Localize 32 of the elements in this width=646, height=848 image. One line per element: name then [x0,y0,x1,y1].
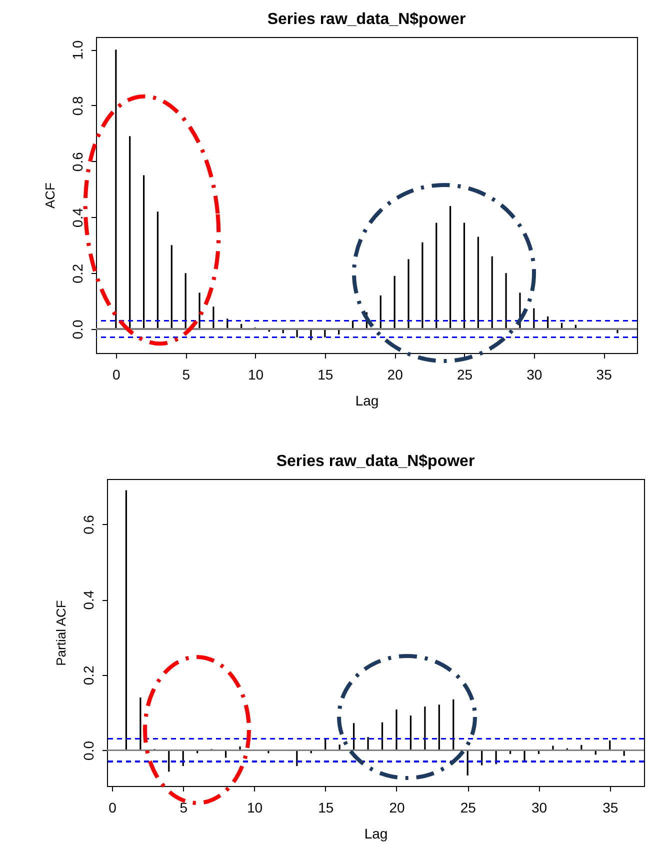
x-tick-label: 5 [182,366,190,382]
y-tick-label: 0.6 [80,514,96,534]
y-tick-label: 0.8 [70,96,86,116]
x-tick-label: 25 [460,800,476,816]
x-tick-label: 10 [248,366,264,382]
chart-title: Series raw_data_N$power [276,453,475,470]
x-axis-title: Lag [355,392,379,408]
x-tick-label: 35 [602,800,618,816]
y-tick-label: 1.0 [70,40,86,60]
x-tick-label: 15 [318,800,334,816]
x-tick-label: 0 [108,800,117,816]
x-tick-label: 15 [318,366,334,382]
x-tick-label: 30 [526,366,542,382]
x-tick-label: 0 [112,366,121,382]
y-tick-label: 0.2 [70,264,86,284]
x-tick-label: 20 [387,366,404,382]
x-tick-label: 20 [389,800,405,816]
y-tick-label: 0.2 [80,665,96,686]
x-tick-label: 35 [596,366,612,382]
x-tick-label: 10 [246,800,263,816]
y-tick-label: 0.6 [70,152,86,172]
x-tick-label: 30 [531,800,548,816]
y-tick-label: 0.4 [70,208,86,228]
y-axis-title: ACF [42,182,58,208]
x-axis-title: Lag [364,826,388,842]
chart-title: Series raw_data_N$power [267,11,466,28]
x-tick-label: 5 [180,800,188,816]
y-tick-label: 0.0 [70,320,86,340]
y-tick-label: 0.0 [80,740,96,760]
y-tick-label: 0.4 [80,590,96,610]
y-axis-title: Partial ACF [54,600,68,666]
x-tick-label: 25 [456,366,473,382]
